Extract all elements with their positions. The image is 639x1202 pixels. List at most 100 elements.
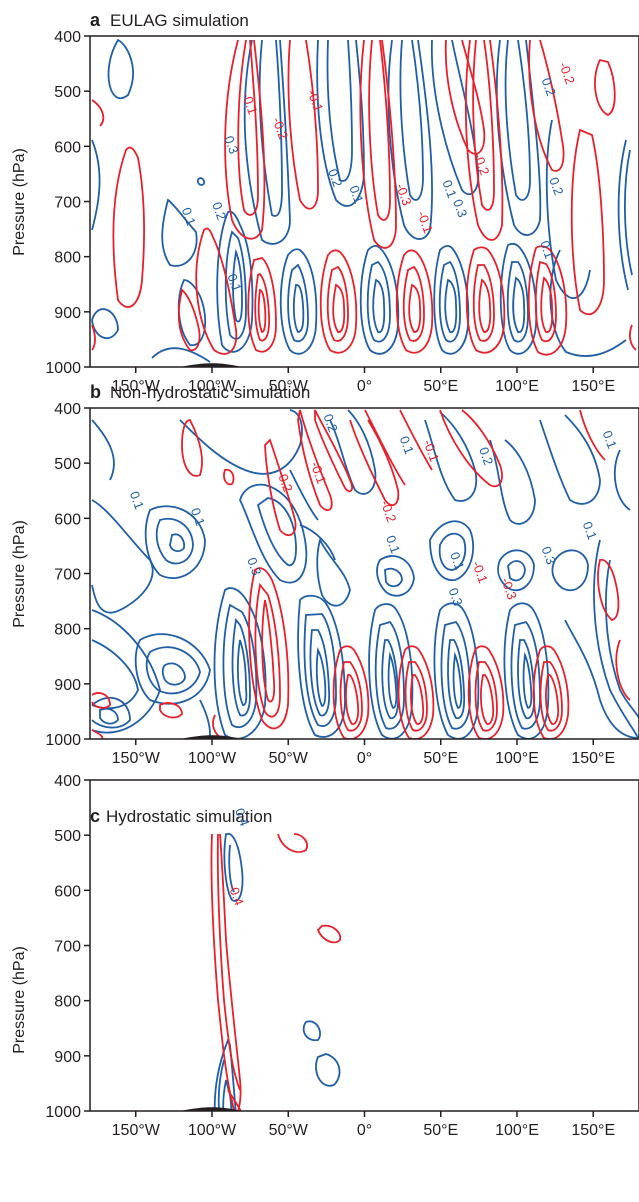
panel-a-letter: a: [90, 10, 101, 30]
xtick-label: 0°: [357, 378, 372, 395]
contour-label: 0.2: [476, 445, 496, 467]
xtick-label: 0°: [357, 1122, 372, 1139]
xtick-label: 0°: [357, 750, 372, 767]
xtick-label: 50°E: [423, 1122, 458, 1139]
contour-label: 0.1: [179, 205, 199, 227]
xtick-label: 50°W: [269, 1122, 309, 1139]
panel-c-ylabel: Pressure (hPa): [11, 946, 28, 1054]
xtick-label: 50°W: [269, 378, 309, 395]
contour-label: 0.1: [346, 183, 366, 205]
panel-a-contours: [91, 38, 637, 363]
xtick-label: 50°E: [423, 750, 458, 767]
panel-b-title: Non-hydrostatic simulation: [110, 383, 310, 402]
panel-c-letter: c: [90, 806, 100, 826]
panel-c-positive-contours: [210, 833, 342, 1111]
xtick-label: 100°W: [188, 1122, 237, 1139]
panel-a-contour-labels: 0.1 0.20.30.1-0.1-0.2-0.10.20.1 -0.3-0.10.…: [179, 60, 578, 294]
contour-label: -0.3: [498, 575, 520, 601]
ytick-label: 600: [54, 139, 81, 156]
ytick-label: 600: [54, 883, 81, 900]
ytick-label: 800: [54, 994, 81, 1011]
xtick-label: 150°W: [112, 1122, 161, 1139]
contour-label: 0.2: [539, 76, 559, 98]
xtick-label: 150°E: [571, 1122, 615, 1139]
xtick-label: 150°W: [112, 750, 161, 767]
ytick-label: 400: [54, 401, 81, 418]
contour-label: -0.1: [308, 460, 330, 486]
ytick-label: 700: [54, 195, 81, 212]
ytick-label: 900: [54, 1049, 81, 1066]
ytick-label: 900: [54, 305, 81, 322]
panel-a-negative-contours: [91, 38, 633, 363]
contour-label: 0.3: [446, 586, 466, 608]
contour-label: -0.2: [378, 498, 400, 524]
panel-a-yticks: 400 500 600 700 800 900 1000: [45, 29, 90, 377]
contour-label: 0.1: [439, 178, 459, 200]
panel-b-positive-contours: [91, 409, 631, 739]
xtick-label: 100°E: [495, 750, 539, 767]
contour-label: 0.3: [221, 134, 241, 156]
panel-c-terrain: [180, 1107, 242, 1111]
panel-b: b Non-hydrostatic simulation Pressure (h…: [11, 382, 639, 767]
panel-a-positive-contours: [91, 39, 637, 356]
panel-a-frame: [89, 35, 639, 368]
contour-label: -0.1: [469, 559, 491, 585]
ytick-label: 1000: [45, 732, 81, 749]
contour-label: 0.1: [127, 489, 147, 511]
ytick-label: 800: [54, 250, 81, 267]
ytick-label: 900: [54, 677, 81, 694]
contour-label: 0.1: [600, 429, 620, 451]
contour-label: -0.4: [225, 881, 247, 907]
panel-c-yticks: 400 500 600 700 800 900 1000: [45, 773, 90, 1121]
ytick-label: 400: [54, 29, 81, 46]
xtick-label: 150°E: [571, 750, 615, 767]
contour-label: -0.2: [269, 115, 291, 141]
contour-label: -0.2: [471, 151, 493, 177]
panel-c-title: Hydrostatic simulation: [106, 807, 272, 826]
xtick-label: 50°W: [269, 750, 309, 767]
ytick-label: 700: [54, 939, 81, 956]
ytick-label: 1000: [45, 1104, 81, 1121]
panel-c: c Hydrostatic simulation Pressure (hPa) …: [11, 773, 639, 1139]
contour-label: -0.3: [393, 181, 415, 207]
panel-c-xticks: 150°W 100°W 50°W 0° 50°E 100°E 150°E: [112, 1111, 615, 1139]
xtick-label: 50°E: [423, 378, 458, 395]
ytick-label: 500: [54, 84, 81, 101]
contour-label: 0.2: [546, 175, 566, 197]
panel-c-contours: [210, 833, 342, 1111]
contour-label: 0.1: [397, 434, 417, 456]
panel-c-contour-labels: 0.4 -0.4: [225, 806, 252, 907]
contour-label: 0.3: [244, 555, 264, 577]
contour-label: 0.2: [209, 200, 229, 222]
panel-b-xticks: 150°W 100°W 50°W 0° 50°E 100°E 150°E: [112, 739, 615, 767]
panel-c-frame: [89, 779, 639, 1112]
ytick-label: 700: [54, 567, 81, 584]
contour-label: 0.1: [188, 506, 208, 528]
contour-label: 0.2: [325, 167, 345, 189]
contour-label: 0.1: [383, 533, 403, 555]
ytick-label: 600: [54, 511, 81, 528]
xtick-label: 100°E: [495, 378, 539, 395]
xtick-label: 100°E: [495, 1122, 539, 1139]
xtick-label: 100°W: [188, 750, 237, 767]
ytick-label: 400: [54, 773, 81, 790]
xtick-label: 150°E: [571, 378, 615, 395]
panel-b-contours: [91, 409, 639, 739]
contour-label: 0.1: [224, 272, 244, 294]
panel-b-negative-contours: [91, 409, 639, 739]
contour-label: -0.1: [420, 438, 442, 464]
ytick-label: 1000: [45, 360, 81, 377]
ytick-label: 500: [54, 828, 81, 845]
contour-label: 0.1: [580, 520, 600, 542]
panel-a-xticks: 150°W 100°W 50°W 0° 50°E 100°E 150°E: [112, 367, 615, 395]
panel-b-letter: b: [90, 382, 101, 402]
contour-label: 0.4: [232, 806, 252, 828]
ytick-label: 500: [54, 456, 81, 473]
panel-b-yticks: 400 500 600 700 800 900 1000: [45, 401, 90, 749]
xtick-label: 100°W: [188, 378, 237, 395]
panel-b-contour-labels: 0.10.10.3-0.1-0.20.20.1-0.20.1 -0.10.30.1…: [127, 412, 620, 608]
ytick-label: 800: [54, 622, 81, 639]
contour-label: -0.2: [556, 60, 578, 86]
contour-label: -0.1: [414, 209, 436, 235]
